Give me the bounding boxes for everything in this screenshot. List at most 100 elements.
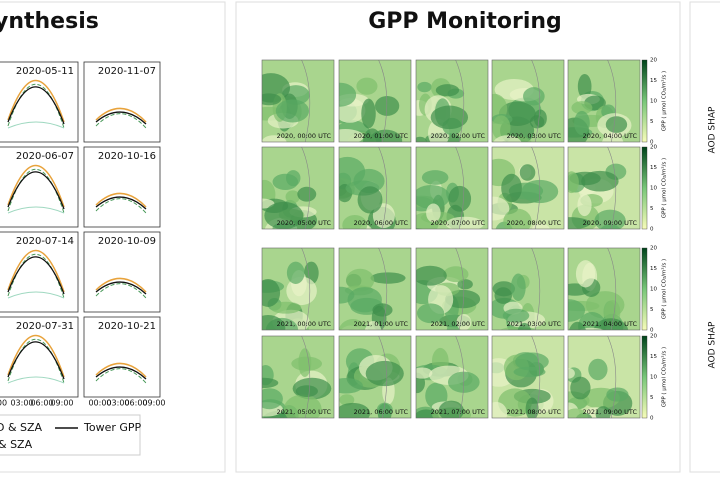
map-timestamp: 2020, 06:00 UTC: [354, 219, 409, 227]
map-frame: [261, 247, 335, 331]
colorbar-label: GPP ( μmol CO₂/m²/s ): [661, 71, 668, 131]
x-tick-label: 00:00: [88, 399, 111, 408]
map-frame: [567, 335, 641, 419]
map-patch: [286, 261, 305, 284]
coast: [301, 60, 311, 142]
map-patch: [417, 81, 432, 93]
coast: [378, 336, 388, 418]
map-patch: [523, 87, 545, 106]
plot-frame: [0, 231, 79, 313]
map-patch: [519, 164, 536, 181]
middle-panel: [235, 1, 681, 473]
green-line: [95, 283, 147, 299]
tower-line: [95, 281, 147, 295]
x-tick-label: 09:00: [142, 399, 165, 408]
plot-date: 2020-05-11: [16, 66, 74, 77]
right-panel: [689, 1, 720, 473]
map-patch: [492, 401, 508, 418]
colorbar-tick: 20: [650, 334, 657, 340]
map-patch: [297, 186, 317, 202]
map-patch: [577, 73, 592, 99]
map-patch: [568, 171, 579, 194]
colorbar: [641, 146, 648, 230]
colorbar-tick: 10: [650, 375, 657, 381]
map-patch: [361, 98, 376, 129]
map-patch: [600, 224, 621, 229]
coast: [531, 147, 541, 229]
x-tick-label: 03:00: [106, 399, 129, 408]
tower-line: [7, 86, 65, 125]
map-frame: [567, 247, 641, 331]
map-patch: [262, 315, 286, 330]
map-patch: [339, 318, 368, 330]
orange-line: [7, 334, 65, 378]
tower-line: [7, 256, 65, 295]
map-patch: [457, 279, 473, 290]
x-tick-label: 03:00: [10, 399, 33, 408]
map-frame: [415, 247, 489, 331]
map-patch: [283, 394, 322, 418]
map-timestamp: 2021, 01:00 UTC: [354, 320, 409, 328]
map-timestamp: 2020, 04:00 UTC: [583, 132, 638, 140]
orange-line: [7, 79, 65, 123]
map-patch: [375, 95, 400, 116]
map-patch: [492, 115, 511, 141]
tower-line: [95, 366, 147, 380]
map-frame: [338, 247, 412, 331]
map-patch: [416, 367, 433, 379]
colorbar-tick: 15: [650, 78, 657, 84]
map-tile: [339, 248, 411, 330]
map-patch: [568, 299, 586, 322]
map-timestamp: 2021, 03:00 UTC: [507, 320, 562, 328]
coast: [531, 336, 541, 418]
map-frame: [491, 247, 565, 331]
colorbar-label: GPP ( μmol CO₂/m²/s ): [661, 259, 668, 319]
map-patch: [492, 196, 510, 221]
map-timestamp: 2021, 08:00 UTC: [507, 408, 562, 416]
green-line: [95, 368, 147, 384]
map-tile: [568, 336, 640, 418]
map-patch: [298, 348, 312, 378]
map-patch: [577, 194, 592, 217]
map-frame: [261, 335, 335, 419]
colorbar-tick: 0: [650, 416, 654, 422]
map-patch: [438, 400, 464, 418]
map-tile: [492, 248, 564, 330]
map-frame: [261, 59, 335, 143]
plot-date: 2020-07-14: [16, 236, 74, 247]
map-patch: [372, 303, 393, 317]
map-patch: [493, 135, 522, 142]
plot-date: 2020-10-21: [98, 321, 156, 332]
map-patch: [501, 173, 522, 203]
map-frame: [491, 59, 565, 143]
orange-line: [95, 277, 147, 293]
map-patch: [606, 387, 629, 402]
colorbar-tick: 20: [650, 58, 657, 64]
green-line: [95, 198, 147, 214]
map-patch: [605, 116, 628, 133]
map-tile: [262, 60, 334, 142]
plot-frame: [83, 316, 161, 398]
plot-date: 2020-11-07: [98, 66, 156, 77]
map-patch: [501, 232, 513, 242]
map-patch: [568, 217, 591, 229]
map-patch: [339, 128, 364, 142]
middle-title: GPP Monitoring: [368, 9, 562, 34]
light-line: [7, 121, 65, 129]
map-tile: [416, 147, 488, 229]
x-tick-label: 00: [0, 399, 7, 408]
map-patch: [593, 318, 629, 330]
map-patch: [285, 190, 300, 204]
map-frame: [338, 146, 412, 230]
map-patch: [264, 201, 304, 229]
map-patch: [513, 366, 546, 378]
map-patch: [575, 260, 596, 288]
map-patch: [588, 358, 608, 381]
x-tick-label: 06:00: [30, 399, 53, 408]
map-tile: [416, 336, 488, 418]
map-timestamp: 2021, 06:00 UTC: [354, 408, 409, 416]
colorbar-tick: 5: [650, 119, 654, 125]
map-patch: [262, 135, 287, 142]
left-panel: [0, 1, 226, 473]
